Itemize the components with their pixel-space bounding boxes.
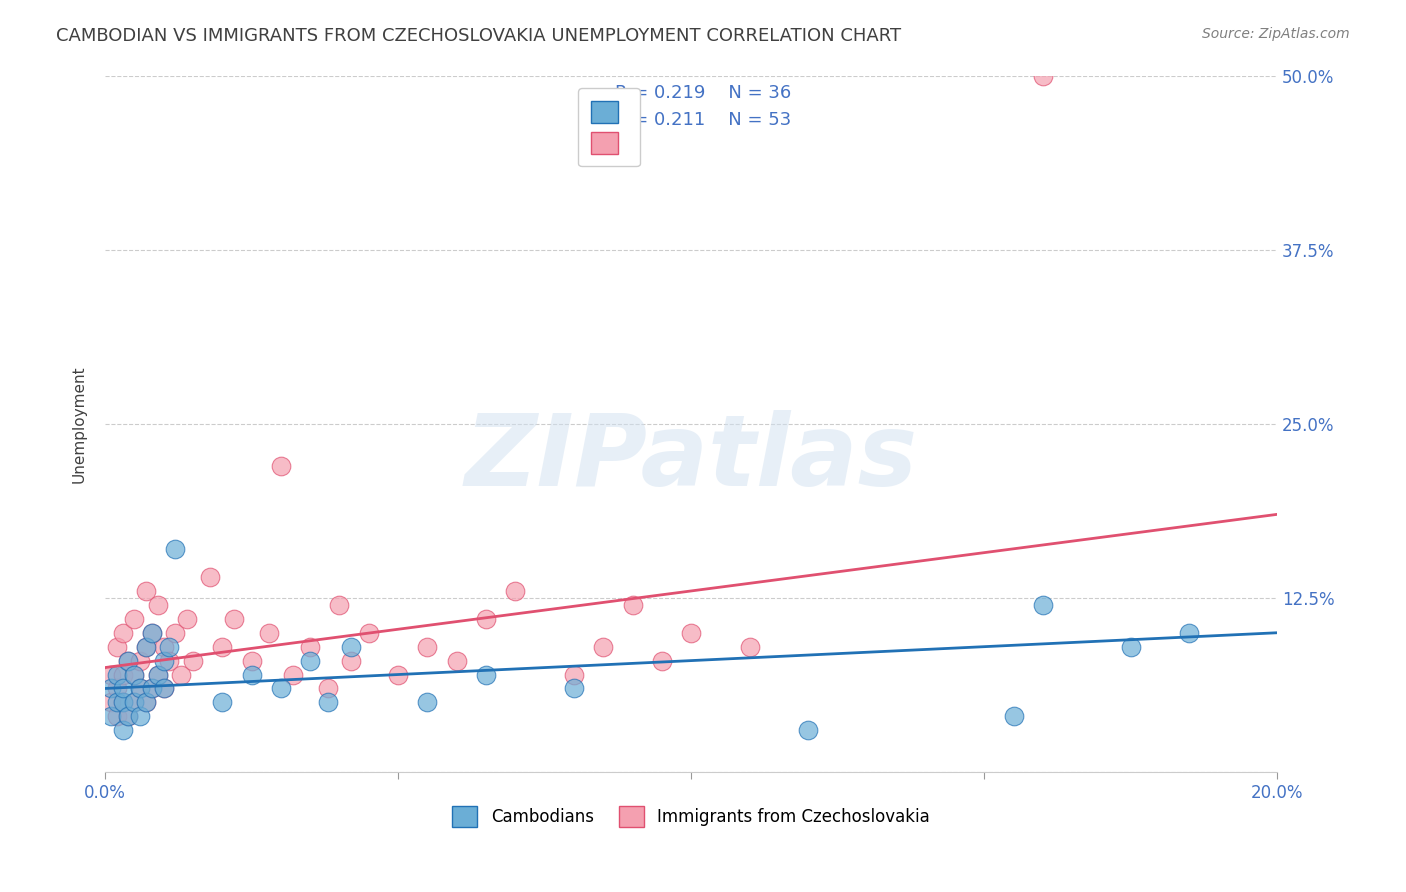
Point — [416, 640, 439, 654]
Point — [475, 612, 498, 626]
Point — [200, 570, 222, 584]
Point — [281, 667, 304, 681]
Point — [270, 458, 292, 473]
Point — [328, 598, 350, 612]
Point — [159, 654, 181, 668]
Text: R = 0.211    N = 53: R = 0.211 N = 53 — [614, 112, 792, 129]
Point — [111, 625, 134, 640]
Point — [340, 654, 363, 668]
Point — [340, 640, 363, 654]
Point — [117, 654, 139, 668]
Point — [1178, 625, 1201, 640]
Point — [105, 709, 128, 723]
Y-axis label: Unemployment: Unemployment — [72, 365, 86, 483]
Point — [141, 681, 163, 696]
Point — [240, 667, 263, 681]
Point — [651, 654, 673, 668]
Point — [129, 654, 152, 668]
Point — [100, 695, 122, 709]
Point — [416, 695, 439, 709]
Point — [159, 640, 181, 654]
Point — [270, 681, 292, 696]
Text: CAMBODIAN VS IMMIGRANTS FROM CZECHOSLOVAKIA UNEMPLOYMENT CORRELATION CHART: CAMBODIAN VS IMMIGRANTS FROM CZECHOSLOVA… — [56, 27, 901, 45]
Text: Source: ZipAtlas.com: Source: ZipAtlas.com — [1202, 27, 1350, 41]
Point — [1002, 709, 1025, 723]
Point — [124, 667, 146, 681]
Point — [100, 667, 122, 681]
Point — [738, 640, 761, 654]
Point — [105, 640, 128, 654]
Point — [105, 681, 128, 696]
Point — [117, 709, 139, 723]
Point — [141, 625, 163, 640]
Point — [135, 695, 157, 709]
Point — [129, 681, 152, 696]
Point — [257, 625, 280, 640]
Point — [170, 667, 193, 681]
Point — [592, 640, 614, 654]
Point — [316, 681, 339, 696]
Point — [124, 667, 146, 681]
Point — [357, 625, 380, 640]
Point — [146, 667, 169, 681]
Point — [105, 667, 128, 681]
Point — [1032, 598, 1054, 612]
Text: ZIPatlas: ZIPatlas — [464, 410, 918, 508]
Point — [211, 695, 233, 709]
Point — [100, 681, 122, 696]
Point — [111, 681, 134, 696]
Point — [111, 695, 134, 709]
Point — [475, 667, 498, 681]
Point — [124, 695, 146, 709]
Point — [129, 681, 152, 696]
Point — [152, 681, 174, 696]
Point — [562, 667, 585, 681]
Point — [503, 584, 526, 599]
Point — [146, 598, 169, 612]
Point — [111, 667, 134, 681]
Point — [181, 654, 204, 668]
Point — [117, 654, 139, 668]
Point — [135, 584, 157, 599]
Point — [562, 681, 585, 696]
Point — [135, 695, 157, 709]
Point — [117, 709, 139, 723]
Point — [621, 598, 644, 612]
Point — [446, 654, 468, 668]
Point — [165, 542, 187, 557]
Point — [111, 723, 134, 738]
Point — [124, 612, 146, 626]
Point — [141, 681, 163, 696]
Point — [222, 612, 245, 626]
Legend: Cambodians, Immigrants from Czechoslovakia: Cambodians, Immigrants from Czechoslovak… — [446, 800, 936, 833]
Point — [100, 709, 122, 723]
Point — [299, 654, 322, 668]
Point — [165, 625, 187, 640]
Point — [681, 625, 703, 640]
Point — [141, 625, 163, 640]
Point — [240, 654, 263, 668]
Point — [1032, 69, 1054, 83]
Point — [1119, 640, 1142, 654]
Point — [797, 723, 820, 738]
Point — [299, 640, 322, 654]
Point — [111, 695, 134, 709]
Point — [135, 640, 157, 654]
Point — [146, 667, 169, 681]
Point — [105, 695, 128, 709]
Point — [129, 709, 152, 723]
Point — [211, 640, 233, 654]
Point — [176, 612, 198, 626]
Text: R = 0.219    N = 36: R = 0.219 N = 36 — [614, 84, 792, 102]
Point — [152, 654, 174, 668]
Point — [387, 667, 409, 681]
Point — [316, 695, 339, 709]
Point — [152, 681, 174, 696]
Point — [152, 640, 174, 654]
Point — [135, 640, 157, 654]
Point — [124, 695, 146, 709]
